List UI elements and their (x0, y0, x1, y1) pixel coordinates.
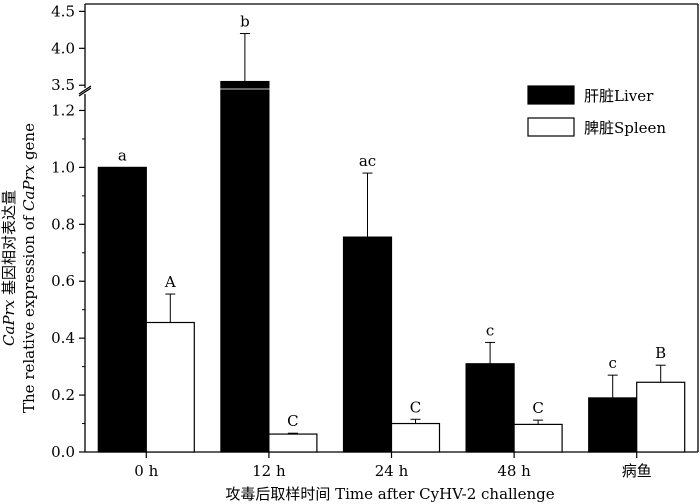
bar-1-4 (636, 381, 686, 453)
y-tick-label-lower: 0.6 (51, 272, 75, 290)
bar-0-0 (97, 166, 147, 453)
y-tick-label-lower: 0.0 (51, 443, 75, 461)
axis-break-mark-upper (78, 85, 92, 95)
y-axis-ticks: 0.0 0.2 0.4 0.6 0.8 1.0 1.2 3.5 4.0 4.5 (51, 2, 85, 461)
y-axis-label-line1: CaPrx 基因相对表达量 (0, 190, 18, 346)
significance-label: C (287, 412, 298, 430)
significance-label: C (532, 399, 543, 417)
bar-1-0 (145, 321, 195, 453)
y-axis-label-en-post: gene (20, 123, 38, 165)
y-tick-label-upper: 3.5 (51, 76, 75, 94)
significance-label: c (486, 321, 494, 339)
bar-1-3 (513, 423, 563, 453)
axis-break-mark-lower (78, 87, 92, 97)
bar-0-2 (342, 236, 393, 453)
y-tick-label-lower: 1.0 (51, 158, 75, 176)
y-tick-label-lower: 0.8 (51, 215, 75, 233)
y-tick-label-upper: 4.0 (51, 39, 75, 57)
x-tick-label: 0 h (134, 462, 158, 480)
bar-0-4 (588, 397, 638, 453)
x-tick-label: 48 h (497, 462, 531, 480)
legend-label-1: 脾脏Spleen (584, 119, 666, 137)
y-tick-label-lower: 0.2 (51, 386, 75, 404)
y-axis-label-en-gene: CaPrx (20, 164, 38, 211)
y-axis-label-chinese: 基因相对表达量 (0, 190, 18, 300)
bar-1-1 (268, 433, 318, 453)
significance-labels: a b ac c c A C C C B (118, 13, 666, 431)
bar-0-1-lower (220, 89, 270, 453)
legend-swatch-0 (527, 85, 575, 105)
significance-label: c (608, 354, 616, 372)
significance-label: a (118, 146, 127, 164)
x-axis-label: 攻毒后取样时间 Time after CyHV-2 challenge (225, 485, 554, 503)
y-tick-label-lower: 1.2 (51, 101, 75, 119)
legend: 肝脏Liver 脾脏Spleen (527, 85, 666, 137)
x-tick-label: 病鱼 (622, 462, 652, 480)
significance-label: C (410, 398, 421, 416)
x-axis-categories: 0 h 12 h 24 h 48 h 病鱼 (134, 452, 652, 480)
legend-swatch-1 (527, 117, 575, 137)
y-axis-label-gene: CaPrx (0, 299, 18, 346)
x-tick-label: 12 h (252, 462, 286, 480)
y-axis-label-line2: The relative expression of CaPrx gene (20, 123, 38, 413)
bar-1-2 (390, 422, 441, 453)
y-tick-label-lower: 0.4 (51, 329, 75, 347)
bars (97, 80, 686, 453)
y-tick-label-upper: 4.5 (51, 2, 75, 20)
x-tick-label: 24 h (375, 462, 409, 480)
bar-0-3 (465, 363, 515, 453)
y-axis-label-en-pre: The relative expression of (20, 211, 38, 413)
significance-label: A (164, 273, 176, 291)
legend-label-0: 肝脏Liver (584, 87, 654, 105)
bar-0-1-upper (220, 80, 270, 89)
significance-label: B (655, 344, 666, 362)
significance-label: b (240, 13, 250, 31)
significance-label: ac (359, 152, 376, 170)
error-bars (165, 33, 666, 435)
